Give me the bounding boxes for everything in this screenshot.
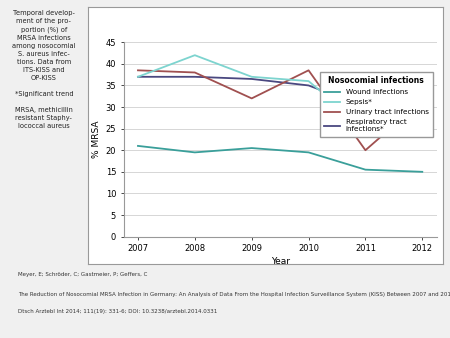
Text: Temporal develop-
ment of the pro-
portion (%) of
MRSA infections
among nosocomi: Temporal develop- ment of the pro- porti… bbox=[12, 10, 76, 129]
Y-axis label: % MRSA: % MRSA bbox=[92, 121, 101, 158]
X-axis label: Year: Year bbox=[270, 258, 290, 266]
Text: The Reduction of Nosocomial MRSA Infection in Germany: An Analysis of Data From : The Reduction of Nosocomial MRSA Infecti… bbox=[18, 292, 450, 297]
Text: FIGURE 1: FIGURE 1 bbox=[95, 22, 145, 32]
Text: Dtsch Arztebl Int 2014; 111(19): 331-6; DOI: 10.3238/arztebl.2014.0331: Dtsch Arztebl Int 2014; 111(19): 331-6; … bbox=[18, 309, 217, 314]
Legend: Wound infections, Sepsis*, Urinary tract infections, Respiratory tract
infection: Wound infections, Sepsis*, Urinary tract… bbox=[320, 72, 433, 137]
Text: Meyer, E; Schröder, C; Gastmeier, P; Geffers, C: Meyer, E; Schröder, C; Gastmeier, P; Gef… bbox=[18, 272, 148, 277]
